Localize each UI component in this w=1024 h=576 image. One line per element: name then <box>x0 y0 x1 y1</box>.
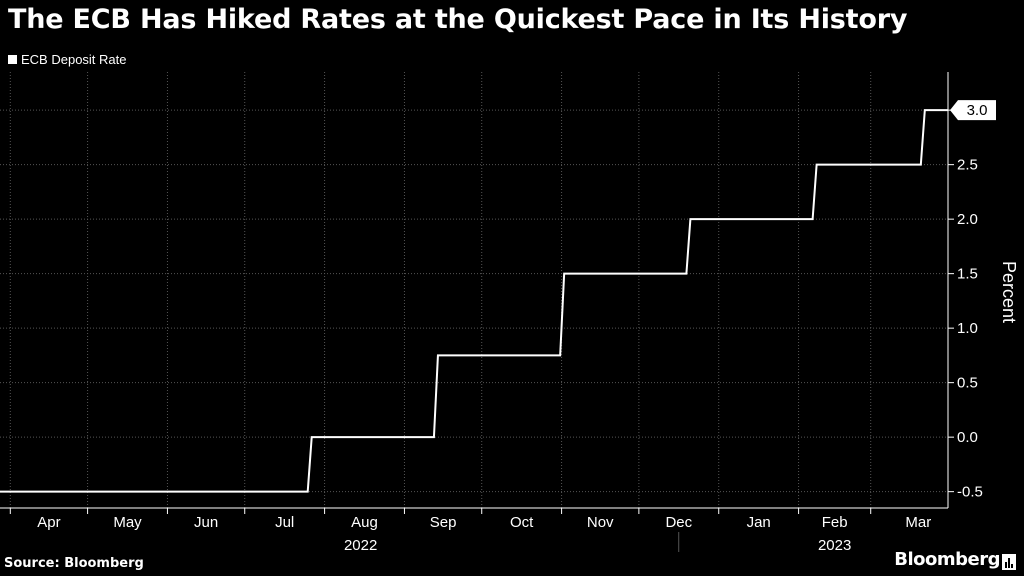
x-tick-label: Jul <box>275 514 294 531</box>
last-value-tag <box>950 100 996 121</box>
x-year-label: 2023 <box>818 537 851 554</box>
last-value-label: 3.0 <box>967 102 988 119</box>
series-line-ecb-deposit-rate <box>0 109 948 493</box>
y-tick-label: 2.0 <box>957 211 978 228</box>
x-axis: Apr May Jun Jul Aug Sep Oct Nov Dec Jan Feb Mar 2022… <box>0 507 948 554</box>
x-tick-label: Sep <box>430 514 457 531</box>
last-value-group: 3.0 <box>950 100 996 121</box>
series-layer <box>0 109 948 493</box>
legend-swatch <box>8 55 17 64</box>
bloomberg-chart-icon <box>1002 554 1016 570</box>
source-note: Source: Bloomberg <box>4 556 144 571</box>
x-tick-label: Jun <box>194 514 218 531</box>
grid-lines <box>0 72 948 508</box>
x-year-label: 2022 <box>344 537 377 554</box>
y-tick-label: 1.5 <box>957 266 978 283</box>
legend-label: ECB Deposit Rate <box>21 52 127 67</box>
brand-logo-text: Bloomberg <box>894 549 1000 570</box>
x-tick-label: Dec <box>665 514 692 531</box>
x-tick-label: Nov <box>587 514 614 531</box>
y-tick-label: 0.5 <box>957 375 978 392</box>
y-tick-label: 1.0 <box>957 320 978 337</box>
y-tick-label: -0.5 <box>957 484 983 501</box>
legend: ECB Deposit Rate <box>8 52 127 67</box>
x-tick-label: Mar <box>905 514 931 531</box>
x-tick-label: Feb <box>822 514 848 531</box>
x-tick-label: Jan <box>747 514 771 531</box>
x-tick-label: Apr <box>37 514 60 531</box>
y-tick-label: 0.0 <box>957 429 978 446</box>
x-tick-label: Aug <box>351 514 378 531</box>
chart-title: The ECB Has Hiked Rates at the Quickest … <box>8 4 908 35</box>
x-tick-label: Oct <box>510 514 534 531</box>
y-axis: -0.5 0.0 0.5 1.0 1.5 2.0 2.5 3.0 Percent <box>947 72 1019 508</box>
y-axis-title: Percent <box>999 261 1019 323</box>
x-tick-label: May <box>113 514 142 531</box>
y-tick-label: 2.5 <box>957 157 978 174</box>
